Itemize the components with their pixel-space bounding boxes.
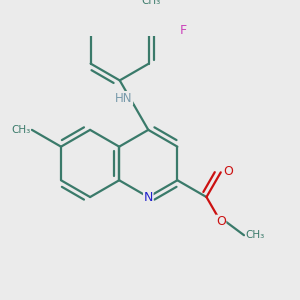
Text: N: N bbox=[144, 190, 153, 204]
Text: O: O bbox=[224, 165, 233, 178]
Text: CH₃: CH₃ bbox=[245, 230, 265, 240]
Text: O: O bbox=[216, 215, 226, 228]
Text: CH₃: CH₃ bbox=[142, 0, 161, 7]
Text: CH₃: CH₃ bbox=[11, 125, 30, 135]
Text: F: F bbox=[180, 23, 187, 37]
Text: HN: HN bbox=[115, 92, 133, 105]
